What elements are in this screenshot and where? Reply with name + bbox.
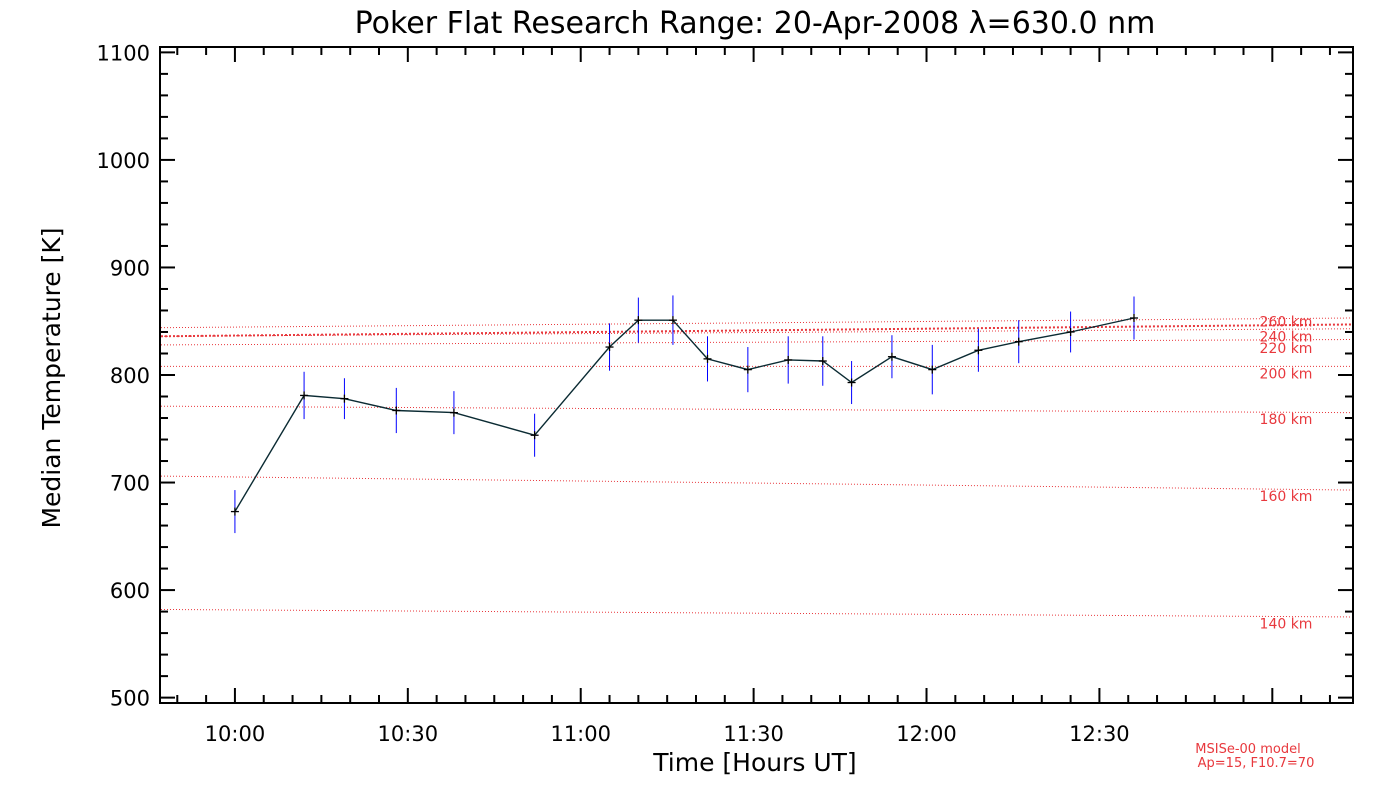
model-line-260km bbox=[160, 317, 1353, 329]
series-line bbox=[234, 317, 1135, 512]
model-label-240km: 240 km bbox=[1260, 329, 1313, 345]
data-point bbox=[928, 365, 937, 374]
y-tick-label: 1100 bbox=[97, 41, 150, 65]
data-points bbox=[230, 314, 1138, 516]
x-tick-label: 11:30 bbox=[723, 722, 784, 746]
data-point bbox=[974, 346, 983, 355]
data-point bbox=[300, 391, 309, 400]
model-note-line-2: Ap=15, F10.7=70 bbox=[1198, 756, 1315, 771]
data-point bbox=[1014, 337, 1023, 346]
data-point bbox=[392, 406, 401, 415]
y-tick-label: 800 bbox=[110, 364, 150, 388]
y-tick-label: 1000 bbox=[97, 149, 150, 173]
plot-frame bbox=[159, 46, 1354, 704]
y-tick-label: 700 bbox=[110, 472, 150, 496]
model-label-140km: 140 km bbox=[1260, 616, 1313, 632]
y-tick-label: 500 bbox=[110, 687, 150, 711]
data-point bbox=[1066, 327, 1075, 336]
x-tick-label: 12:30 bbox=[1069, 722, 1130, 746]
model-lines bbox=[160, 317, 1353, 618]
model-label-220km: 220 km bbox=[1260, 341, 1313, 357]
y-tick-label: 900 bbox=[110, 256, 150, 280]
data-point bbox=[784, 355, 793, 364]
chart-title: Poker Flat Research Range: 20-Apr-2008 λ… bbox=[355, 6, 1156, 41]
plot-border bbox=[159, 46, 1354, 704]
model-label-260km: 260 km bbox=[1260, 315, 1313, 331]
data-point bbox=[703, 354, 712, 363]
model-line-180km bbox=[160, 405, 1353, 414]
model-line-220km bbox=[160, 339, 1353, 346]
data-point bbox=[847, 378, 856, 387]
error-bars bbox=[234, 295, 1135, 534]
x-axis: 10:00 10:30 11:00 11:30 12:00 12:30 bbox=[176, 47, 1331, 746]
data-point bbox=[634, 316, 643, 325]
data-point bbox=[530, 431, 539, 440]
model-line-240km bbox=[160, 328, 1353, 337]
data-point bbox=[449, 408, 458, 417]
x-tick-label: 11:00 bbox=[550, 722, 611, 746]
data-point bbox=[818, 357, 827, 366]
data-point bbox=[340, 394, 349, 403]
model-label-160km: 160 km bbox=[1260, 489, 1313, 505]
y-tick-label: 600 bbox=[110, 579, 150, 603]
model-line-160km bbox=[160, 475, 1353, 491]
model-label-180km: 180 km bbox=[1260, 412, 1313, 428]
x-axis-label: Time [Hours UT] bbox=[652, 748, 856, 777]
model-line-140km bbox=[160, 608, 1353, 618]
model-label-200km: 200 km bbox=[1260, 366, 1313, 382]
data-point bbox=[743, 365, 752, 374]
x-tick-label: 10:00 bbox=[205, 722, 266, 746]
y-axis-label: Median Temperature [K] bbox=[37, 227, 66, 528]
model-note-line-1: MSISe-00 model bbox=[1195, 742, 1300, 757]
x-tick-label: 10:30 bbox=[378, 722, 439, 746]
data-point bbox=[1129, 314, 1138, 323]
data-point bbox=[887, 352, 896, 361]
data-point bbox=[230, 507, 239, 516]
x-tick-label: 12:00 bbox=[896, 722, 957, 746]
model-line-mean bbox=[160, 323, 1353, 338]
data-point bbox=[605, 343, 614, 352]
data-point bbox=[668, 316, 677, 325]
y-axis: 500 600 700 800 900 1000 1100 bbox=[97, 41, 1353, 711]
